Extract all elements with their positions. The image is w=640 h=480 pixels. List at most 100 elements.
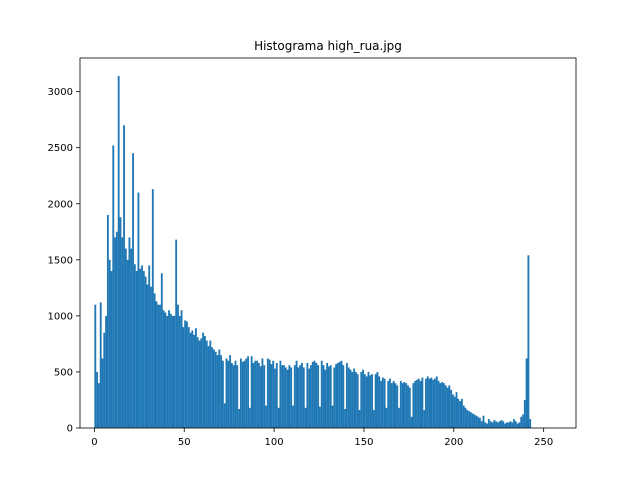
histogram-bar — [378, 376, 381, 428]
histogram-bar — [466, 410, 469, 428]
histogram-bar — [362, 369, 364, 428]
histogram-bar — [252, 362, 255, 428]
histogram-bar — [238, 408, 240, 428]
y-tick-label: 2500 — [48, 143, 73, 154]
histogram-bar — [157, 304, 160, 428]
histogram-bar — [229, 355, 232, 428]
histogram-bar — [417, 378, 420, 428]
histogram-bar — [403, 382, 406, 428]
histogram-bar — [349, 369, 352, 428]
x-tick-label: 100 — [265, 437, 284, 448]
histogram-bar — [385, 407, 388, 428]
histogram-bar — [319, 406, 321, 428]
histogram-bar — [491, 422, 494, 428]
histogram-bar — [498, 421, 501, 428]
histogram-bar — [329, 365, 332, 428]
histogram-bar — [268, 359, 271, 428]
histogram-bar — [372, 410, 375, 428]
histogram-bar — [523, 399, 526, 428]
histogram-bar — [207, 346, 210, 428]
histogram-bar — [250, 356, 253, 428]
histogram-bar — [178, 315, 181, 428]
histogram-bar — [106, 214, 109, 428]
histogram-bar — [430, 377, 433, 428]
histogram-bar — [279, 360, 282, 428]
chart-title: Histograma high_rua.jpg — [254, 39, 402, 53]
histogram-bar — [414, 380, 417, 428]
histogram-bar — [243, 360, 246, 428]
histogram-bar — [457, 398, 460, 428]
histogram-bar — [168, 310, 170, 428]
histogram-bar — [211, 347, 214, 428]
histogram-bar — [495, 421, 497, 428]
histogram-bar — [141, 265, 143, 428]
histogram-bar — [405, 383, 408, 428]
histogram-bar — [527, 255, 530, 428]
histogram-bar — [155, 301, 158, 428]
histogram-bar — [320, 360, 323, 428]
histogram-bar — [99, 302, 102, 428]
histogram-bar — [214, 351, 217, 428]
histogram-bar — [336, 362, 339, 428]
histogram-bar — [295, 360, 298, 428]
histogram-bar — [310, 365, 312, 428]
histogram-bar — [292, 405, 294, 428]
histogram-bar — [504, 423, 506, 428]
histogram-bar — [399, 380, 402, 428]
histogram-bar — [284, 367, 287, 428]
histogram-bar — [469, 412, 472, 428]
histogram-bar — [439, 383, 442, 428]
histogram-bar — [234, 360, 237, 428]
histogram-bar — [507, 422, 510, 428]
histogram-bar — [432, 379, 435, 428]
histogram-bar — [126, 259, 129, 428]
histogram-bar — [496, 422, 499, 428]
histogram-bar — [130, 248, 133, 428]
histogram-bar — [398, 407, 400, 428]
histogram-bar — [108, 259, 111, 428]
histogram-bar — [511, 422, 514, 428]
histogram-bar — [317, 365, 320, 428]
histogram-bar — [196, 337, 199, 428]
histogram-bar — [259, 366, 262, 428]
histogram-bar — [354, 371, 357, 428]
histogram-bar — [468, 411, 471, 428]
histogram-bar — [446, 387, 449, 428]
histogram-bar — [239, 358, 242, 428]
histogram-bar — [195, 328, 197, 428]
histogram-bar — [473, 414, 476, 428]
histogram-bar — [408, 387, 411, 428]
histogram-bar — [345, 362, 348, 428]
histogram-bar — [376, 371, 379, 428]
histogram-bar — [478, 417, 481, 428]
histogram-bar — [401, 383, 404, 428]
histogram-bar — [263, 365, 266, 428]
histogram-bar — [159, 304, 161, 428]
histogram-bar — [387, 380, 390, 428]
histogram-bar — [407, 385, 409, 428]
histogram-bar — [110, 271, 113, 428]
histogram-bar — [493, 420, 496, 428]
histogram-bar — [182, 327, 185, 428]
histogram-bar — [443, 383, 445, 428]
histogram-bar — [254, 360, 257, 428]
histogram-bar — [525, 358, 528, 428]
histogram-bar — [331, 405, 334, 428]
y-tick-label: 500 — [54, 367, 73, 378]
histogram-bar — [112, 145, 115, 428]
histogram-bar — [162, 310, 165, 428]
histogram-bar — [426, 376, 429, 428]
histogram-bar — [304, 407, 307, 428]
histogram-bar — [270, 364, 273, 428]
histogram-bar — [142, 271, 145, 428]
histogram-bar — [297, 367, 300, 428]
histogram-bar — [198, 340, 201, 428]
histogram-bar — [421, 377, 424, 428]
histogram-bar — [230, 362, 233, 428]
histogram-bar — [169, 313, 172, 428]
histogram-bar — [97, 383, 100, 428]
histogram-bar — [462, 405, 465, 428]
histogram-bar — [171, 315, 174, 428]
histogram-bar — [241, 361, 244, 428]
